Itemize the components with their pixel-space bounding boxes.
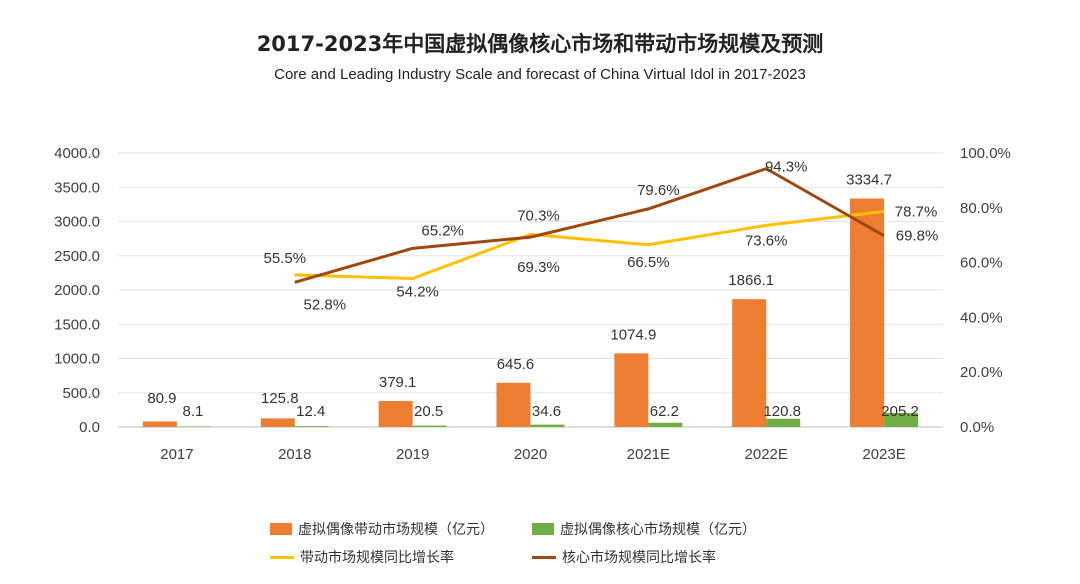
right-axis-tick-label: 0.0% [960,419,994,436]
line-data-label: 78.7% [895,203,938,220]
bar [884,412,919,427]
bar-data-label: 34.6 [532,403,561,420]
line-data-label: 69.8% [896,228,939,245]
bar-data-label: 3334.7 [846,172,892,189]
line-data-label: 69.3% [517,259,560,276]
line-data-label: 55.5% [264,250,307,267]
line-data-label: 79.6% [637,182,680,199]
bar-data-label: 125.8 [261,390,299,407]
legend: 虚拟偶像带动市场规模（亿元） 虚拟偶像核心市场规模（亿元） 带动市场规模同比增长… [270,515,830,571]
x-axis-tick-label: 2018 [278,446,311,463]
right-axis-tick-label: 100.0% [960,145,1011,162]
line-data-label: 94.3% [765,159,808,176]
bar [260,418,295,427]
legend-swatch-core-growth [532,555,556,559]
bar-data-label: 379.1 [379,374,417,391]
bar [766,418,801,427]
bar-data-label: 80.9 [147,390,176,407]
series-line [294,209,885,280]
line-data-label: 66.5% [627,254,670,271]
left-axis-tick-label: 1500.0 [54,316,100,333]
bar [530,424,565,427]
bar-data-label: 62.2 [650,403,679,420]
left-axis-tick-label: 3000.0 [54,214,100,231]
left-axis-tick-label: 1000.0 [54,351,100,368]
legend-label-core-growth: 核心市场规模同比增长率 [562,550,716,566]
left-axis-tick-label: 0.0 [79,419,100,436]
x-axis-tick-label: 2019 [396,446,429,463]
chart-subtitle: Core and Leading Industry Scale and fore… [274,66,806,83]
line-data-label: 73.6% [745,232,788,249]
bar-data-label: 8.1 [182,403,203,420]
x-axis-tick-label: 2022E [745,446,788,463]
chart-title: 2017-2023年中国虚拟偶像核心市场和带动市场规模及预测 [256,32,824,56]
plot-area: 0.0 500.0 1000.0 1500.0 2000.0 2500.0 3000.0 35… [54,145,1011,463]
bar-data-label: 12.4 [296,403,325,420]
bar [496,382,531,427]
bar [176,426,211,427]
legend-swatch-core-market [532,523,554,535]
legend-label-leading-growth: 带动市场规模同比增长率 [300,550,454,566]
bar-data-label: 1866.1 [728,272,774,289]
bar-data-label: 645.6 [497,356,535,373]
bar [142,421,177,427]
left-axis-tick-label: 500.0 [62,385,100,402]
legend-label-core-market: 虚拟偶像核心市场规模（亿元） [560,522,756,538]
bar [850,198,885,427]
right-axis-tick-label: 40.0% [960,309,1003,326]
legend-swatch-leading-market [270,523,292,535]
legend-item-core-growth: 核心市场规模同比增长率 [532,547,794,567]
legend-swatch-leading-growth [270,555,294,559]
bar [648,422,683,427]
right-axis-tick-label: 80.0% [960,200,1003,217]
bar-data-label: 1074.9 [610,326,656,343]
bar-data-label: 120.8 [763,403,801,420]
bar-data-label: 205.2 [881,403,919,420]
line-data-label: 65.2% [421,222,464,239]
x-axis-tick-label: 2017 [160,446,193,463]
bar [378,401,413,427]
left-axis-tick-label: 3500.0 [54,179,100,196]
bar-data-label: 20.5 [414,403,443,420]
bar [614,353,649,427]
left-axis-tick-label: 4000.0 [54,145,100,162]
bar [412,425,447,427]
line-data-label: 54.2% [396,283,439,300]
bar [294,426,329,427]
legend-item-leading-growth: 带动市场规模同比增长率 [270,547,532,567]
x-axis-tick-label: 2023E [862,446,905,463]
legend-item-core-market: 虚拟偶像核心市场规模（亿元） [532,519,794,539]
legend-item-leading-market: 虚拟偶像带动市场规模（亿元） [270,519,532,539]
x-axis-tick-label: 2021E [627,446,670,463]
legend-label-leading-market: 虚拟偶像带动市场规模（亿元） [298,522,494,538]
line-data-label: 70.3% [517,207,560,224]
left-axis-tick-label: 2000.0 [54,282,100,299]
right-axis-tick-label: 20.0% [960,364,1003,381]
series-line [294,167,885,284]
line-data-label: 52.8% [304,296,347,313]
x-axis-tick-label: 2020 [514,446,547,463]
right-axis-tick-label: 60.0% [960,255,1003,272]
bar [732,299,767,427]
left-axis-tick-label: 2500.0 [54,248,100,265]
